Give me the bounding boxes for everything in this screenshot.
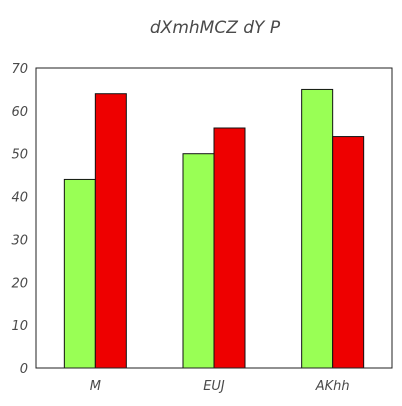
bars-layer <box>64 89 363 368</box>
x-tick-label: M <box>90 379 101 394</box>
y-tick-label: 50 <box>11 148 28 163</box>
y-tick-label: 20 <box>11 276 28 291</box>
x-tick-label: AKhh <box>315 379 350 394</box>
bar-M-series-2 <box>95 94 126 368</box>
y-tick-label: 0 <box>20 362 28 377</box>
x-axis-ticks: M EUJ AKhh <box>90 379 350 394</box>
bar-EUJ-series-2 <box>214 128 245 368</box>
bar-M-series-1 <box>64 179 95 368</box>
y-tick-label: 40 <box>11 191 28 206</box>
y-tick-label: 60 <box>11 105 28 120</box>
y-axis-ticks: 0 10 20 30 40 50 60 70 <box>11 62 28 377</box>
bar-AKhh-series-1 <box>302 89 333 368</box>
y-tick-label: 70 <box>11 62 28 77</box>
x-tick-label: EUJ <box>203 379 225 394</box>
bar-EUJ-series-1 <box>183 154 214 368</box>
bar-AKhh-series-2 <box>333 137 364 368</box>
chart-title: dXmhMCZ dY P <box>150 18 281 38</box>
y-tick-label: 10 <box>11 319 28 334</box>
y-tick-label: 30 <box>11 233 28 248</box>
